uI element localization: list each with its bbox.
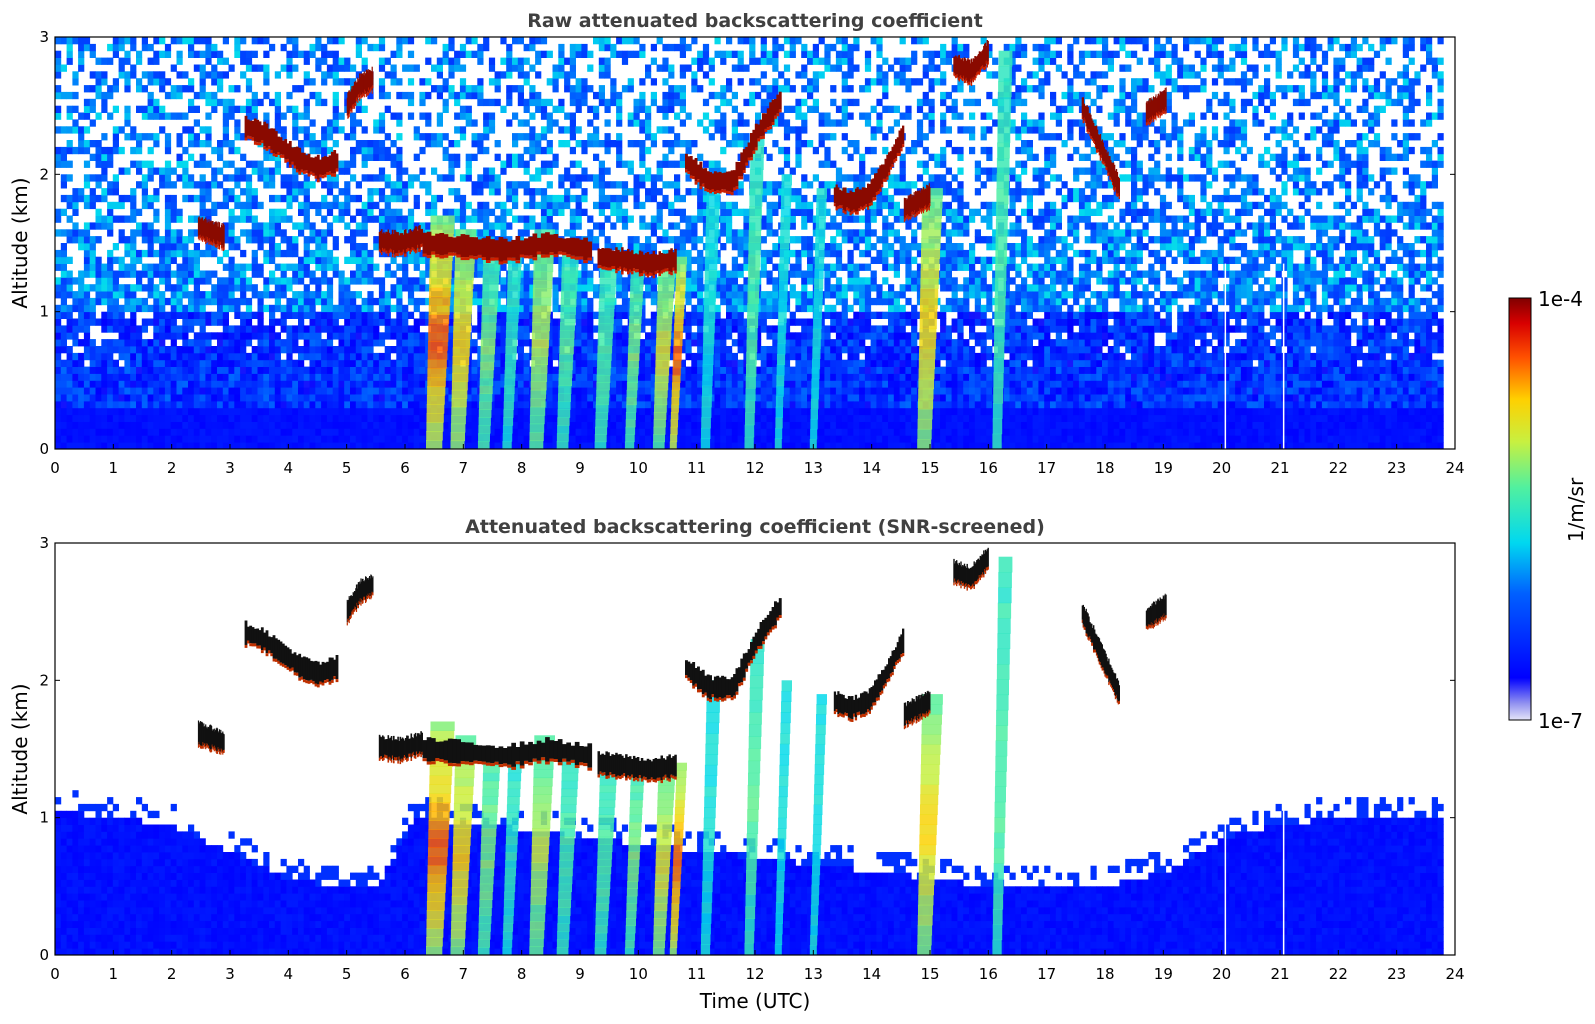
x-tick-label: 8 (517, 459, 527, 477)
x-tick-label: 0 (50, 459, 60, 477)
y-tick-label: 0 (39, 440, 49, 458)
x-tick-label: 4 (284, 459, 294, 477)
x-tick-label: 3 (225, 965, 235, 983)
x-tick-label: 14 (862, 965, 881, 983)
x-tick-label: 18 (1095, 965, 1114, 983)
x-tick-label: 11 (687, 965, 706, 983)
x-tick-label: 1 (109, 459, 119, 477)
x-tick-label: 20 (1212, 965, 1231, 983)
x-tick-label: 19 (1154, 459, 1173, 477)
x-tick-label: 13 (804, 459, 823, 477)
y-tick-label: 1 (39, 303, 49, 321)
x-tick-label: 5 (342, 965, 352, 983)
x-tick-label: 10 (629, 459, 648, 477)
panel1-y-axis-label: Altitude (km) (8, 177, 32, 308)
x-tick-label: 5 (342, 459, 352, 477)
x-tick-label: 14 (862, 459, 881, 477)
x-tick-label: 19 (1154, 965, 1173, 983)
colorbar-min-label: 1e-7 (1538, 709, 1583, 733)
y-tick-label: 2 (39, 671, 49, 689)
x-tick-label: 17 (1037, 965, 1056, 983)
x-tick-label: 10 (629, 965, 648, 983)
x-tick-label: 21 (1270, 459, 1289, 477)
x-tick-label: 15 (920, 459, 939, 477)
panel1-title: Raw attenuated backscattering coefficien… (527, 10, 983, 32)
y-tick-label: 3 (39, 28, 49, 46)
x-tick-label: 13 (804, 965, 823, 983)
x-tick-label: 20 (1212, 459, 1231, 477)
x-tick-label: 18 (1095, 459, 1114, 477)
x-tick-label: 2 (167, 965, 177, 983)
x-tick-label: 24 (1445, 459, 1464, 477)
colorbar (1509, 298, 1531, 720)
x-tick-label: 17 (1037, 459, 1056, 477)
y-tick-label: 0 (39, 946, 49, 964)
x-tick-label: 21 (1270, 965, 1289, 983)
x-tick-label: 12 (745, 965, 764, 983)
x-tick-label: 11 (687, 459, 706, 477)
panel2-y-axis-label: Altitude (km) (8, 683, 32, 814)
x-tick-label: 23 (1387, 965, 1406, 983)
x-tick-label: 6 (400, 459, 410, 477)
colorbar-max-label: 1e-4 (1538, 287, 1583, 311)
x-tick-label: 4 (284, 965, 294, 983)
x-tick-label: 15 (920, 965, 939, 983)
x-tick-label: 12 (745, 459, 764, 477)
y-tick-label: 3 (39, 534, 49, 552)
panel2-title: Attenuated backscattering coefficient (S… (465, 516, 1045, 538)
x-tick-label: 23 (1387, 459, 1406, 477)
x-axis-label: Time (UTC) (699, 989, 811, 1013)
x-tick-label: 9 (575, 965, 585, 983)
x-tick-label: 6 (400, 965, 410, 983)
panel2-heatmap (55, 548, 1444, 956)
panel1-heatmap (55, 37, 1444, 450)
x-tick-label: 22 (1329, 965, 1348, 983)
x-tick-label: 22 (1329, 459, 1348, 477)
x-tick-label: 16 (979, 965, 998, 983)
x-tick-label: 8 (517, 965, 527, 983)
x-tick-label: 9 (575, 459, 585, 477)
x-tick-label: 1 (109, 965, 119, 983)
x-tick-label: 0 (50, 965, 60, 983)
x-tick-label: 24 (1445, 965, 1464, 983)
x-tick-label: 3 (225, 459, 235, 477)
x-tick-label: 7 (459, 965, 469, 983)
x-tick-label: 2 (167, 459, 177, 477)
y-tick-label: 2 (39, 165, 49, 183)
x-tick-label: 7 (459, 459, 469, 477)
x-tick-label: 16 (979, 459, 998, 477)
colorbar-unit-label: 1/m/sr (1564, 477, 1588, 542)
y-tick-label: 1 (39, 809, 49, 827)
